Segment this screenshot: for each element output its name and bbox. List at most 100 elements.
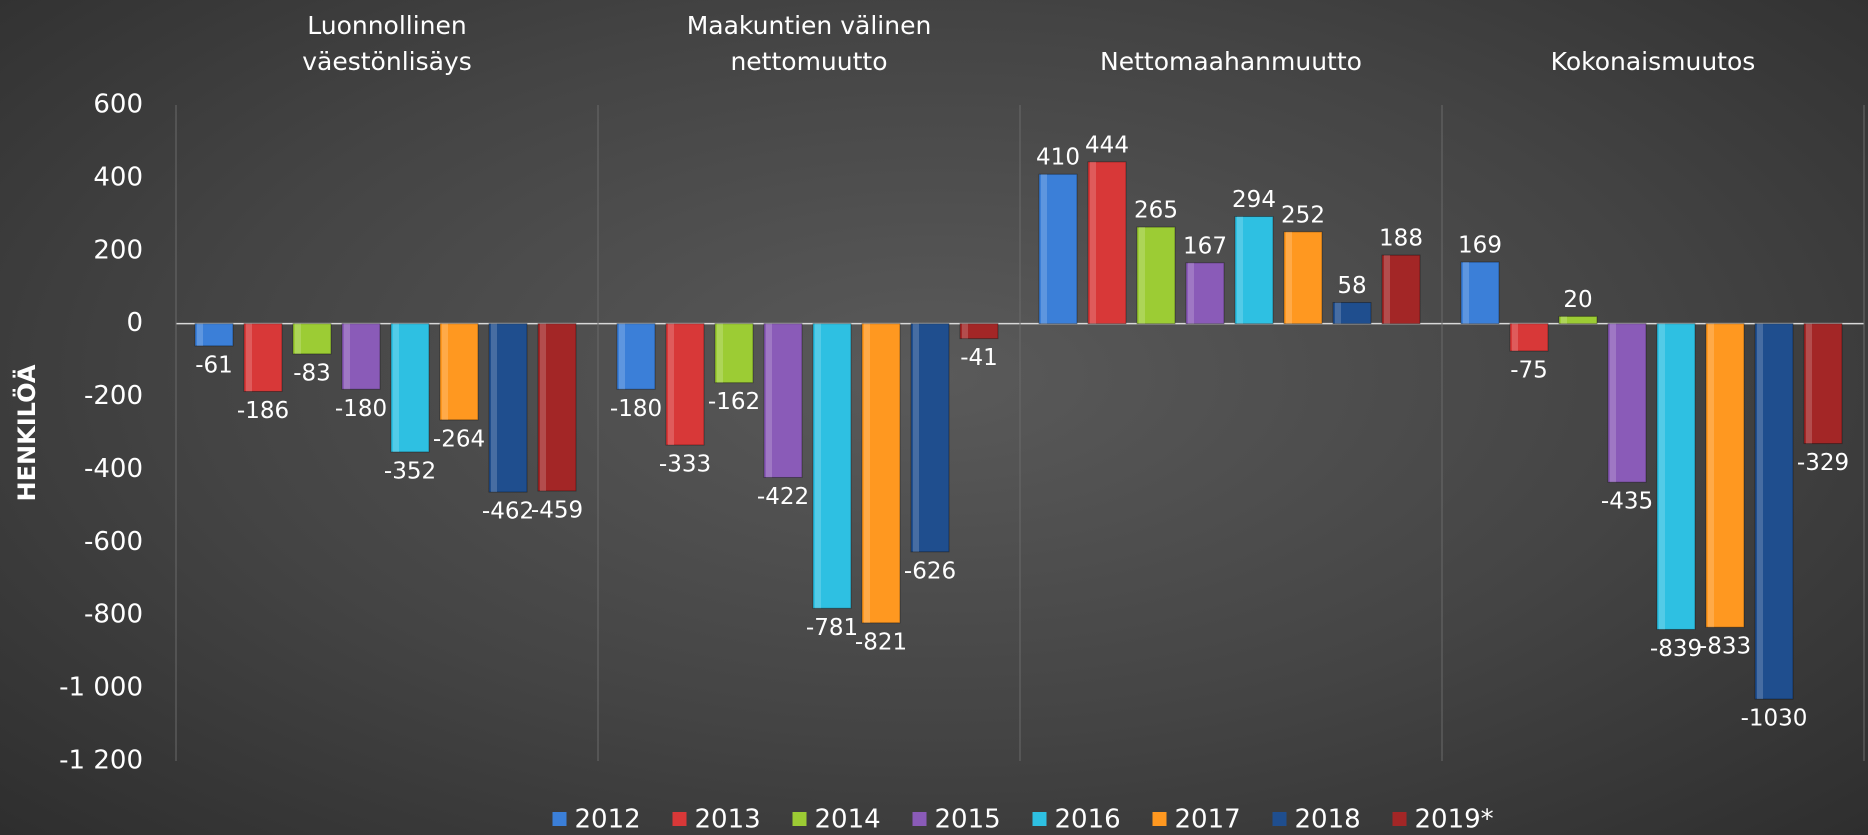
bar [1558, 315, 1598, 325]
data-label: -180 [335, 396, 387, 422]
legend-swatch [1272, 812, 1287, 826]
bar [341, 323, 381, 390]
category-label: Luonnollinen väestönlisäys [302, 11, 472, 76]
legend-label: 2016 [1055, 805, 1121, 835]
bar [1607, 323, 1647, 483]
y-tick-label: -600 [84, 527, 143, 557]
bar [1509, 323, 1549, 352]
bar-highlight [1286, 231, 1292, 324]
bar [1460, 261, 1500, 325]
bar-highlight [1806, 323, 1812, 444]
bar-highlight [344, 323, 350, 390]
category-label: Nettomaahanmuutto [1100, 47, 1362, 76]
data-label: 188 [1379, 226, 1423, 252]
data-label: -333 [659, 452, 711, 478]
y-tick-label: -200 [84, 381, 143, 411]
category-label: Kokonaismuutos [1550, 47, 1756, 76]
y-tick-label: 400 [93, 162, 143, 192]
legend-swatch [792, 812, 807, 826]
data-label: -83 [293, 360, 331, 386]
bar-highlight [619, 323, 625, 390]
data-label: 410 [1036, 145, 1080, 171]
data-label: 444 [1085, 132, 1129, 158]
bar-highlight [766, 323, 772, 478]
bar [1234, 216, 1274, 325]
legend-label: 2017 [1175, 805, 1241, 835]
data-label: 167 [1183, 233, 1227, 259]
data-label: -329 [1797, 450, 1849, 476]
bar [1705, 323, 1745, 628]
bar-highlight [295, 323, 301, 354]
legend-label: 2013 [695, 805, 761, 835]
y-axis-title: HENKILÖÄ [11, 364, 41, 501]
data-label: -1030 [1741, 706, 1808, 732]
bar-highlight [1561, 316, 1567, 324]
legend-label: 2019* [1415, 805, 1494, 835]
data-label: -459 [531, 497, 583, 523]
legend-label: 2012 [575, 805, 641, 835]
bar-highlight [1659, 323, 1665, 630]
bar [537, 323, 577, 492]
category-label: Maakuntien välinen nettomuutto [686, 11, 932, 76]
bar-highlight [864, 323, 870, 623]
data-label: -422 [757, 484, 809, 510]
bar [243, 323, 283, 392]
bar [1283, 231, 1323, 325]
bar-highlight [962, 323, 968, 339]
bar-highlight [491, 323, 497, 493]
bar [1185, 262, 1225, 325]
bar-highlight [1512, 323, 1518, 351]
bar-highlight [393, 323, 399, 452]
bar [1332, 302, 1372, 325]
bar [665, 323, 705, 446]
data-label: -821 [855, 629, 907, 655]
bar [714, 323, 754, 384]
legend-label: 2015 [935, 805, 1001, 835]
data-label: -180 [610, 396, 662, 422]
data-label: 252 [1281, 202, 1325, 228]
bar-highlight [1335, 302, 1341, 324]
bar-highlight [1041, 174, 1047, 324]
bar [1038, 173, 1078, 325]
bar-highlight [246, 323, 252, 392]
bar [812, 323, 852, 609]
bar [616, 323, 656, 390]
data-label: -839 [1650, 636, 1702, 662]
data-label: 294 [1232, 187, 1276, 213]
y-tick-label: -1 000 [59, 673, 143, 703]
legend-swatch [1392, 812, 1407, 826]
bar [194, 323, 234, 347]
bar-highlight [1384, 255, 1390, 324]
legend-swatch [552, 812, 567, 826]
y-tick-label: 600 [93, 90, 143, 120]
bar-highlight [442, 323, 448, 420]
data-label: -781 [806, 615, 858, 641]
data-label: -462 [482, 499, 534, 525]
bar [439, 323, 479, 421]
data-label: -162 [708, 389, 760, 415]
bar [910, 323, 950, 553]
bar [1803, 323, 1843, 445]
bar [959, 323, 999, 340]
bar [1381, 254, 1421, 325]
data-label: -41 [960, 345, 998, 371]
bar-highlight [1188, 262, 1194, 324]
bar-highlight [717, 323, 723, 383]
bar [861, 323, 901, 624]
data-label: -833 [1699, 634, 1751, 660]
legend-swatch [1032, 812, 1047, 826]
bar [1136, 226, 1176, 325]
bar-highlight [913, 323, 919, 552]
bar-highlight [1090, 161, 1096, 324]
y-tick-label: -800 [84, 600, 143, 630]
data-label: -61 [195, 352, 233, 378]
legend-swatch [672, 812, 687, 826]
bar [488, 323, 528, 493]
bar [763, 323, 803, 478]
y-tick-label: 0 [126, 308, 143, 338]
data-label: -352 [384, 458, 436, 484]
y-tick-label: -400 [84, 454, 143, 484]
bar [390, 323, 430, 453]
bar-highlight [1139, 227, 1145, 324]
